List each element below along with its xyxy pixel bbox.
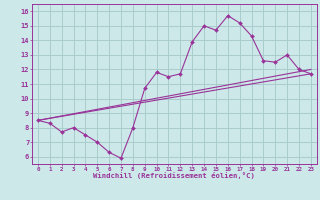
X-axis label: Windchill (Refroidissement éolien,°C): Windchill (Refroidissement éolien,°C) bbox=[93, 172, 255, 179]
